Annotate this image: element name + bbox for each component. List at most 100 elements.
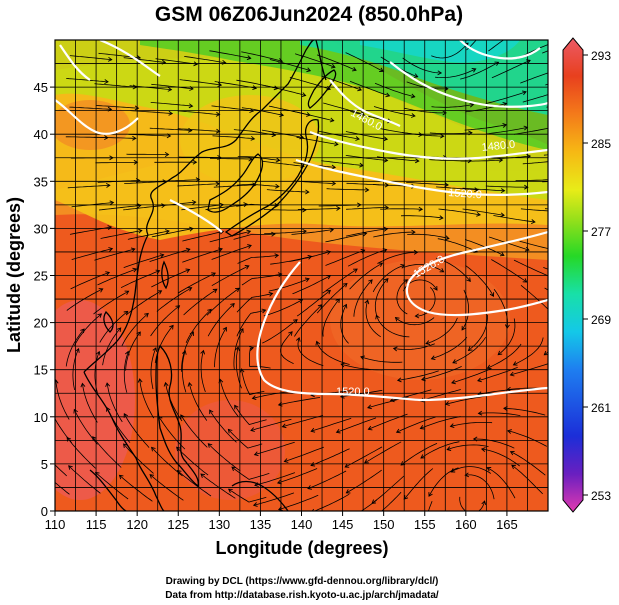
streamline	[487, 343, 522, 369]
streamline	[406, 182, 449, 186]
streamline	[349, 262, 383, 290]
streamline-arrowhead	[134, 105, 140, 111]
streamline	[236, 293, 273, 313]
streamline	[460, 159, 503, 162]
streamline	[364, 441, 402, 464]
streamline-arrowhead	[243, 202, 249, 208]
streamline	[465, 474, 495, 500]
streamline	[513, 127, 548, 135]
streamline	[235, 347, 242, 389]
streamline	[447, 444, 489, 450]
streamline-arrowhead	[246, 55, 252, 61]
streamline-arrowhead	[252, 502, 258, 507]
streamline	[181, 350, 187, 393]
streamline-arrowhead	[519, 28, 523, 32]
streamline-arrowhead	[105, 382, 111, 387]
streamline	[82, 383, 98, 423]
streamline-arrowhead	[477, 410, 483, 416]
streamline-arrowhead	[104, 79, 109, 85]
streamline	[124, 181, 167, 184]
streamline-arrowhead	[189, 331, 194, 336]
streamline-arrowhead	[503, 406, 508, 411]
streamline-arrowhead	[492, 20, 496, 24]
streamline-arrowhead	[425, 340, 431, 345]
streamline	[206, 287, 240, 316]
streamline	[515, 179, 548, 181]
streamline-arrowhead	[411, 229, 416, 235]
streamline-arrowhead	[394, 317, 400, 322]
contour-1480	[309, 130, 548, 160]
streamline	[184, 56, 226, 64]
streamline-arrowhead	[149, 474, 155, 479]
streamline-arrowhead	[383, 226, 389, 232]
streamline-arrowhead	[132, 267, 138, 273]
streamline-arrowhead	[480, 447, 486, 452]
streamline	[451, 368, 492, 384]
streamline-arrowhead	[476, 211, 481, 217]
streamline-arrowhead	[250, 135, 256, 141]
streamline-arrowhead	[548, 274, 552, 278]
streamline-arrowhead	[49, 408, 53, 412]
borneo	[89, 469, 127, 511]
streamline	[396, 279, 408, 315]
y-tick-label: 0	[41, 504, 48, 519]
contour-1460	[329, 79, 401, 127]
streamline-arrowhead	[502, 101, 508, 107]
streamline-arrowhead	[419, 425, 425, 430]
streamline	[340, 389, 383, 398]
streamline	[233, 233, 275, 240]
streamline	[234, 405, 267, 425]
contour-line	[55, 99, 139, 135]
streamline	[376, 315, 410, 338]
streamline-arrowhead	[578, 38, 582, 42]
streamline	[139, 378, 155, 419]
streamline	[346, 207, 389, 210]
streamline-arrowhead	[168, 110, 174, 116]
contour-1520-north	[295, 158, 548, 196]
streamline-arrowhead	[379, 67, 384, 73]
streamline-arrowhead	[306, 67, 312, 73]
streamline-arrowhead	[288, 331, 293, 336]
streamline-arrowhead	[187, 287, 193, 292]
streamline-arrowhead	[414, 158, 420, 164]
streamline	[123, 254, 164, 268]
streamline-arrowhead	[116, 327, 122, 332]
streamline	[262, 319, 298, 344]
streamline	[400, 443, 438, 466]
streamline-arrowhead	[152, 347, 158, 352]
streamline-arrowhead	[411, 113, 416, 118]
streamline-arrowhead	[469, 102, 475, 108]
streamline	[211, 105, 254, 112]
streamline	[150, 305, 180, 337]
streamline-arrowhead	[375, 314, 380, 320]
streamline-arrowhead	[410, 93, 416, 99]
coastline-south-china	[83, 234, 149, 373]
streamline	[452, 336, 487, 364]
streamline-arrowhead	[310, 427, 316, 433]
streamline-arrowhead	[551, 41, 555, 45]
streamline-arrowhead	[511, 464, 516, 470]
x-tick-label: 165	[496, 517, 518, 532]
hot-region-south	[175, 400, 285, 500]
streamline	[263, 299, 303, 317]
streamline	[55, 464, 67, 477]
streamline-arrowhead	[249, 346, 255, 351]
y-tick-label: 30	[34, 221, 48, 236]
hainan	[103, 310, 114, 333]
streamline	[395, 317, 435, 326]
streamline-arrowhead	[92, 436, 97, 441]
y-tick-label: 35	[34, 174, 48, 189]
streamline	[249, 347, 271, 369]
streamline-arrowhead	[244, 265, 250, 270]
streamline-arrowhead	[123, 443, 128, 448]
streamline	[179, 79, 222, 86]
streamline	[491, 259, 527, 283]
streamline-arrowhead	[364, 459, 369, 464]
streamline-arrowhead	[481, 500, 487, 506]
streamline-arrowhead	[137, 228, 143, 234]
streamline-arrowhead	[450, 468, 456, 473]
streamline-arrowhead	[552, 126, 556, 130]
streamline-arrowhead	[209, 409, 214, 415]
streamline-arrowhead	[396, 377, 402, 383]
